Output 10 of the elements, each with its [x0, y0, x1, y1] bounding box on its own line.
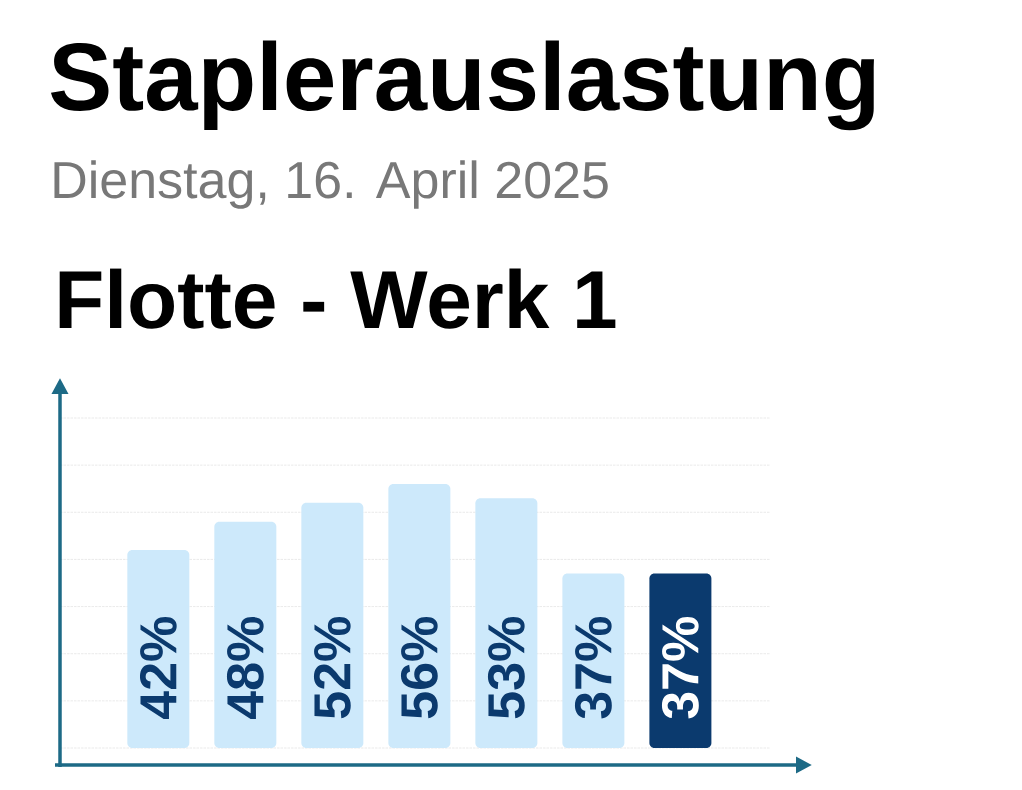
data-label: 56% — [400, 617, 438, 719]
data-label: 37% — [574, 617, 612, 719]
data-label: 42% — [139, 617, 177, 720]
data-label: 48% — [226, 617, 264, 720]
data-label: 37% — [661, 617, 699, 719]
data-label: 52% — [313, 617, 351, 719]
chart-title: Staplerauslastung — [50, 40, 874, 131]
data-label: 53% — [487, 617, 525, 719]
text: Flotte - Werk 1 — [59, 268, 616, 329]
chart-subtitle: Dienstag, 16. April 2025 — [54, 160, 608, 209]
